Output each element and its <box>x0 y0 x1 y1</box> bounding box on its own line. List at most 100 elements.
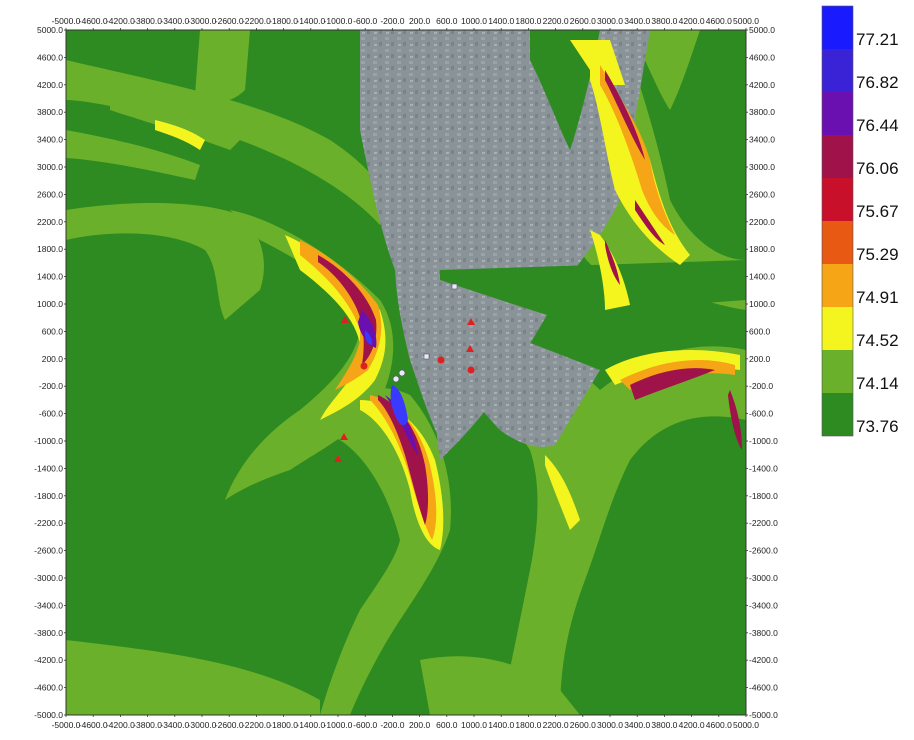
y-tick-label: -3400.0 <box>34 600 63 610</box>
x-tick-label-top: -2600.0 <box>215 16 244 26</box>
x-tick-label-top: -5000.0 <box>52 16 81 26</box>
y-tick-label-right: -3800.0 <box>749 628 778 638</box>
legend-label: 77.21 <box>856 30 899 49</box>
legend-swatch <box>822 6 853 49</box>
x-tick-label-bottom: -3000.0 <box>188 720 217 730</box>
y-tick-label: -1000.0 <box>34 436 63 446</box>
x-tick-label-bottom: -1800.0 <box>269 720 298 730</box>
y-tick-label-right: -200.0 <box>749 381 773 391</box>
legend-swatch <box>822 307 853 350</box>
y-tick-label: -600.0 <box>39 409 63 419</box>
source-marker <box>451 283 458 290</box>
x-tick-label-top: -600.0 <box>353 16 377 26</box>
y-tick-label: -1800.0 <box>34 491 63 501</box>
legend-label: 74.52 <box>856 331 899 350</box>
legend-swatch <box>822 350 853 393</box>
x-tick-label-top: 1000.0 <box>461 16 487 26</box>
y-tick-label-right: 3400.0 <box>749 135 775 145</box>
y-tick-label: -5000.0 <box>34 710 63 720</box>
green-wedge-contours <box>440 30 746 330</box>
x-tick-label-top: -4600.0 <box>79 16 108 26</box>
y-axis-right: 5000.0 4600.0 4200.0 3800.0 3400.0 3000.0 2600… <box>746 25 778 720</box>
legend-swatch <box>822 49 853 92</box>
source-marker <box>392 375 400 383</box>
x-tick-label-top: 4600.0 <box>706 16 732 26</box>
x-tick-label-top: -2200.0 <box>242 16 271 26</box>
receptor-dot <box>467 366 475 374</box>
x-axis-top: -5000.0-4600.0-4200.0-3800.0-3400.0-3000… <box>52 16 759 30</box>
plot-frame <box>65 29 747 716</box>
y-tick-label-right: -3000.0 <box>749 573 778 583</box>
x-tick-label-bottom: 200.0 <box>409 720 431 730</box>
x-tick-label-bottom: 5000.0 <box>733 720 759 730</box>
x-tick-label-bottom: -200.0 <box>380 720 404 730</box>
receptor-triangle <box>466 345 474 352</box>
y-tick-label-right: 2600.0 <box>749 189 775 199</box>
x-tick-label-top: 3800.0 <box>651 16 677 26</box>
x-tick-label-top: -3800.0 <box>133 16 162 26</box>
y-tick-label-right: -4200.0 <box>749 655 778 665</box>
y-tick-label: 200.0 <box>42 354 64 364</box>
y-tick-label: 5000.0 <box>37 25 63 35</box>
y-tick-label: 1000.0 <box>37 299 63 309</box>
y-tick-label-right: 1400.0 <box>749 272 775 282</box>
legend-label: 76.44 <box>856 116 899 135</box>
y-tick-label-right: 3000.0 <box>749 162 775 172</box>
x-tick-label-bottom: -4600.0 <box>79 720 108 730</box>
receptor-dot <box>437 356 445 364</box>
satellite-image-overlay <box>360 30 650 460</box>
legend-swatch <box>822 393 853 436</box>
y-tick-label: 3000.0 <box>37 162 63 172</box>
legend-swatch <box>822 92 853 135</box>
legend-swatch <box>822 221 853 264</box>
y-tick-label-right: -2200.0 <box>749 518 778 528</box>
x-tick-label-bottom: -1400.0 <box>296 720 325 730</box>
x-tick-label-bottom: -5000.0 <box>52 720 81 730</box>
legend-label: 73.76 <box>856 417 899 436</box>
legend-swatch <box>822 178 853 221</box>
blue-peak-contour <box>364 330 408 426</box>
y-tick-label-right: 2200.0 <box>749 217 775 227</box>
x-axis-bottom: -5000.0-4600.0-4200.0-3800.0-3400.0-3000… <box>52 715 759 730</box>
legend-label: 75.67 <box>856 202 899 221</box>
receptor-triangle <box>334 455 342 462</box>
plot-area <box>66 30 746 715</box>
x-tick-label-top: 4200.0 <box>679 16 705 26</box>
x-tick-label-bottom: -3400.0 <box>160 720 189 730</box>
x-tick-label-bottom: 4200.0 <box>679 720 705 730</box>
legend-label: 76.06 <box>856 159 899 178</box>
color-legend: 77.21 76.82 76.44 76.06 75.67 75.29 74.91 74.52… <box>821 5 899 437</box>
x-tick-label-top: 3000.0 <box>597 16 623 26</box>
y-tick-label-right: 1800.0 <box>749 244 775 254</box>
y-tick-label: -4600.0 <box>34 683 63 693</box>
y-tick-label: -3000.0 <box>34 573 63 583</box>
receptor-dot <box>360 362 368 370</box>
y-tick-label: -200.0 <box>39 381 63 391</box>
y-tick-label-right: -600.0 <box>749 409 773 419</box>
x-tick-label-bottom: -2200.0 <box>242 720 271 730</box>
source-marker <box>398 369 406 377</box>
receptor-triangle <box>340 433 348 440</box>
y-tick-label-right: -1800.0 <box>749 491 778 501</box>
receptor-triangle <box>467 318 475 325</box>
y-tick-label: 3400.0 <box>37 135 63 145</box>
legend-label: 74.91 <box>856 288 899 307</box>
x-tick-label-top: 1800.0 <box>515 16 541 26</box>
x-tick-label-top: 5000.0 <box>733 16 759 26</box>
x-tick-label-bottom: -3800.0 <box>133 720 162 730</box>
y-tick-label-right: -5000.0 <box>749 710 778 720</box>
x-tick-label-top: -200.0 <box>380 16 404 26</box>
x-tick-label-bottom: 1400.0 <box>488 720 514 730</box>
x-tick-label-bottom: -4200.0 <box>106 720 135 730</box>
y-tick-label: -3800.0 <box>34 628 63 638</box>
x-tick-label-bottom: 3800.0 <box>651 720 677 730</box>
y-tick-label: 4600.0 <box>37 52 63 62</box>
x-tick-label-bottom: 3000.0 <box>597 720 623 730</box>
y-tick-label-right: 4600.0 <box>749 52 775 62</box>
x-tick-label-bottom: -600.0 <box>353 720 377 730</box>
y-tick-label: 4200.0 <box>37 80 63 90</box>
x-tick-label-bottom: 4600.0 <box>706 720 732 730</box>
y-tick-label-right: 4200.0 <box>749 80 775 90</box>
x-tick-label-top: -1800.0 <box>269 16 298 26</box>
